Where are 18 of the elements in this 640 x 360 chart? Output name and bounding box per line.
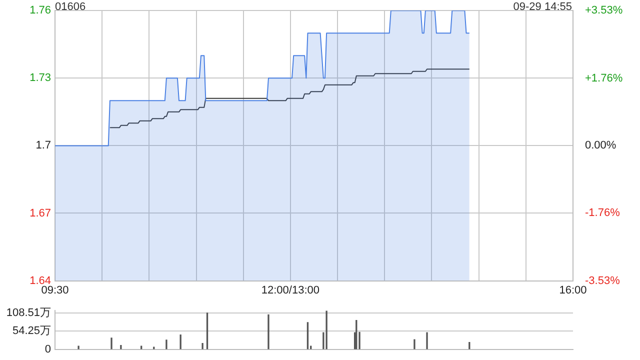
y2-tick-label: +3.53% bbox=[585, 4, 623, 17]
y2-tick-label: -1.76% bbox=[585, 207, 620, 220]
y-tick-label: 1.64 bbox=[30, 274, 51, 287]
y2-tick-label: 0.00% bbox=[585, 140, 616, 152]
y2-tick-label: +1.76% bbox=[585, 72, 623, 84]
annotation: 09-29 14:55 bbox=[513, 1, 572, 13]
x-tick-label: 09:30 bbox=[41, 284, 69, 296]
x-tick-label: 16:00 bbox=[559, 284, 587, 296]
y-tick-label: 0 bbox=[44, 343, 51, 356]
y-tick-label: 108.51万 bbox=[6, 306, 51, 319]
y-tick-label: 1.76 bbox=[30, 4, 51, 17]
y-tick-label: 1.67 bbox=[30, 207, 51, 220]
y-tick-label: 1.73 bbox=[30, 72, 51, 84]
chart-title: 01606 bbox=[55, 1, 86, 13]
x-tick-label: 12:00/13:00 bbox=[261, 284, 320, 296]
y-tick-label: 54.25万 bbox=[12, 325, 51, 338]
y2-tick-label: -3.53% bbox=[585, 274, 620, 287]
y-tick-label: 1.7 bbox=[36, 140, 51, 152]
